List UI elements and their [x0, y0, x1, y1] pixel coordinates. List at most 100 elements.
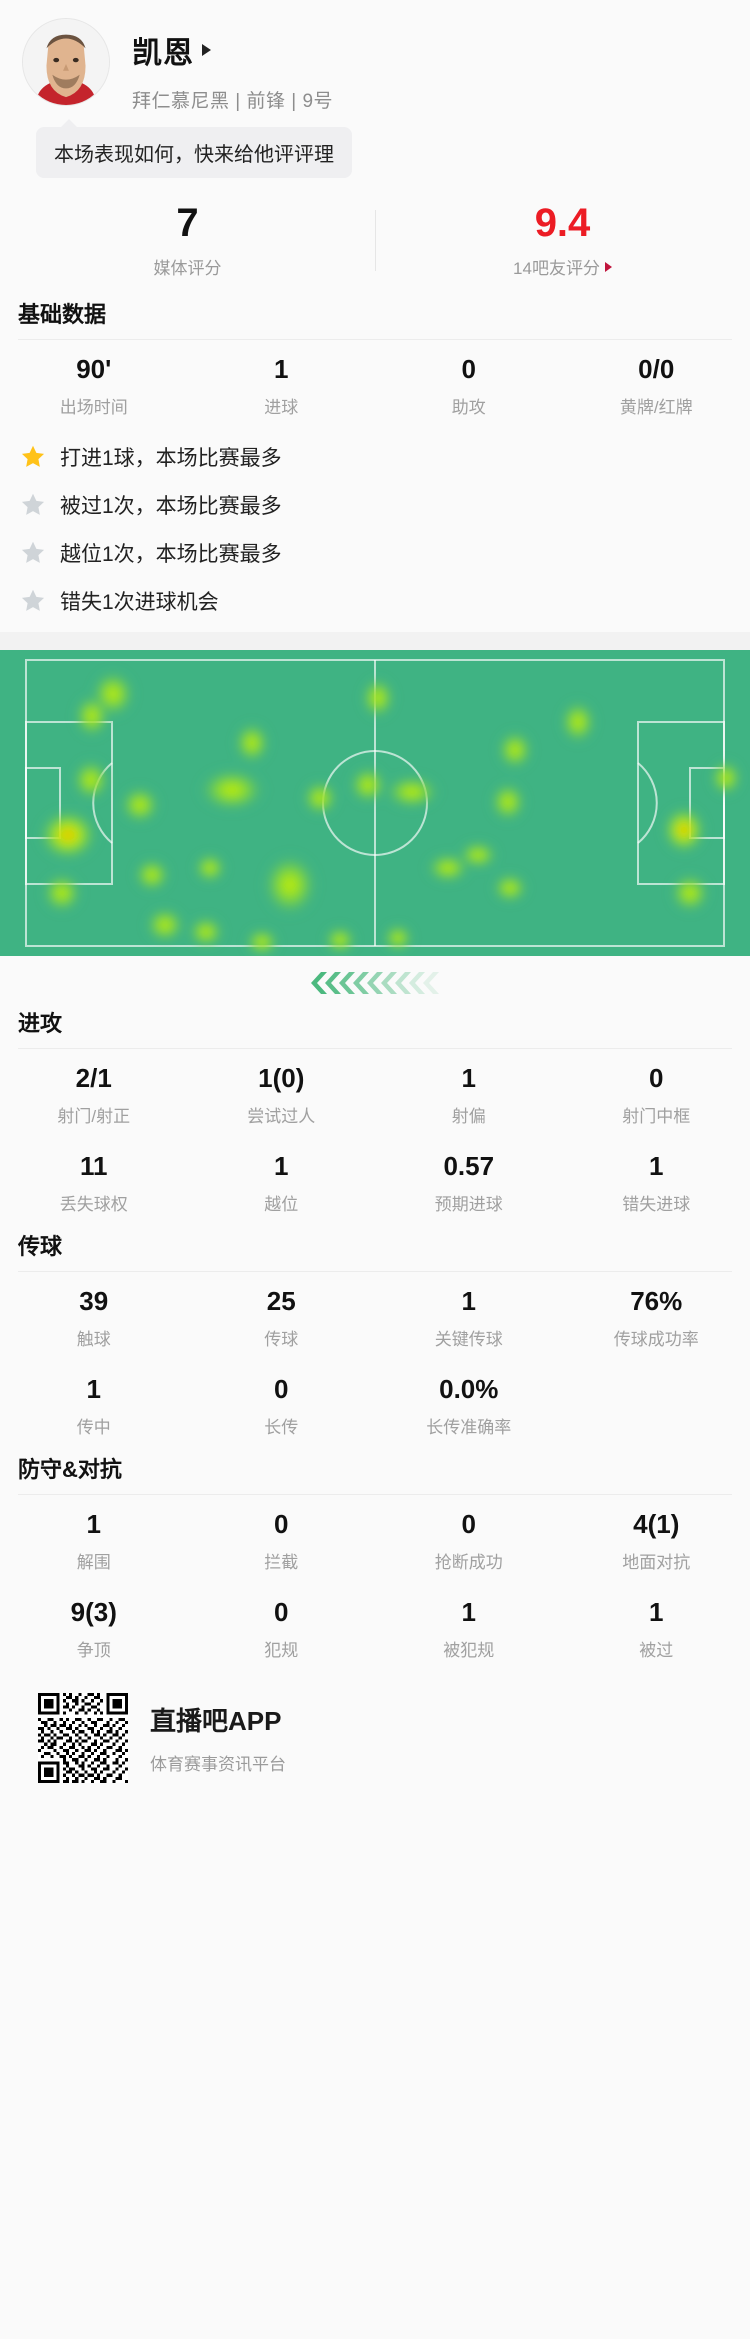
media-rating-label: 媒体评分 [0, 254, 375, 279]
stat-cell: 25 传球 [188, 1286, 376, 1350]
stat-cell: 9(3) 争顶 [0, 1597, 188, 1661]
stat-label: 助攻 [451, 398, 486, 417]
player-name-row[interactable]: 凯恩 [132, 28, 333, 72]
stat-cell: 11 丢失球权 [0, 1151, 188, 1215]
stat-row: 39 触球 25 传球 1 关键传球 76% 传球成功率 [0, 1272, 750, 1360]
stat-label: 黄牌/红牌 [619, 398, 693, 417]
qr-code-image [38, 1693, 128, 1783]
stat-label: 犯规 [264, 1641, 299, 1660]
attack-direction-arrows [0, 956, 750, 1002]
stat-cell: 0 助攻 [375, 354, 563, 418]
section-title-basic: 基础数据 [18, 302, 107, 327]
stat-cell: 1 解围 [0, 1509, 188, 1573]
stat-label: 传球成功率 [613, 1330, 699, 1349]
achievement-text: 被过1次，本场比赛最多 [60, 495, 282, 518]
stat-cell: 1 进球 [188, 354, 376, 418]
stat-cell: 2/1 射门/射正 [0, 1063, 188, 1127]
media-rating-cell: 7 媒体评分 [0, 202, 375, 279]
stat-label: 尝试过人 [247, 1107, 316, 1126]
stat-value: 0 [649, 1063, 664, 1093]
divider [18, 1271, 732, 1272]
stat-value: 0 [274, 1374, 289, 1404]
stat-row: 1 解围 0 拦截 0 抢断成功 4(1) 地面对抗 [0, 1495, 750, 1583]
stat-cell: 0.0% 长传准确率 [375, 1374, 563, 1438]
chevron-left-sequence-icon [311, 972, 439, 994]
stat-value: 1 [86, 1509, 101, 1539]
star-grey-icon [21, 589, 45, 611]
fan-rating-label-text: 14吧友评分 [513, 259, 600, 278]
stat-label: 射门/射正 [57, 1107, 131, 1126]
stat-value: 39 [79, 1286, 109, 1316]
section-title-passing: 传球 [18, 1234, 63, 1259]
stat-cell: 4(1) 地面对抗 [563, 1509, 750, 1573]
stat-row: 1 传中 0 长传 0.0% 长传准确率 [0, 1360, 750, 1448]
fan-rating-label[interactable]: 14吧友评分 [375, 254, 750, 279]
list-item: 被过1次，本场比赛最多 [20, 490, 750, 520]
stat-label: 丢失球权 [59, 1195, 128, 1214]
media-rating-value: 7 [176, 201, 199, 245]
rate-prompt-wrap: 本场表现如何，快来给他评评理 [0, 113, 750, 178]
stat-label: 射偏 [451, 1107, 486, 1126]
stat-cell: 1 被犯规 [375, 1597, 563, 1661]
fan-rating-cell[interactable]: 9.4 14吧友评分 [375, 202, 750, 279]
stat-cell: 1 传中 [0, 1374, 188, 1438]
page-title: 凯恩 [132, 37, 194, 70]
stat-label: 传中 [76, 1418, 111, 1437]
stat-cell-empty [563, 1374, 750, 1438]
brand-block: 直播吧APP 体育赛事资讯平台 [150, 1701, 286, 1775]
stat-value: 76% [630, 1286, 683, 1316]
list-item: 错失1次进球机会 [20, 586, 750, 616]
stat-cell: 0 射门中框 [563, 1063, 750, 1127]
fan-rating-value: 9.4 [534, 201, 591, 245]
section-gap [0, 632, 750, 650]
media-rating-label-text: 媒体评分 [153, 259, 222, 278]
stat-label: 关键传球 [434, 1330, 503, 1349]
stat-value: 0.57 [443, 1151, 495, 1181]
stat-label: 抢断成功 [434, 1553, 503, 1572]
player-header: 凯恩 拜仁慕尼黑 | 前锋 | 9号 [0, 0, 750, 113]
achievement-text: 打进1球，本场比赛最多 [60, 447, 282, 470]
stat-row: 2/1 射门/射正 1(0) 尝试过人 1 射偏 0 射门中框 [0, 1049, 750, 1137]
chevron-right-small-icon[interactable] [604, 261, 612, 272]
stat-label: 拦截 [264, 1553, 299, 1572]
stat-value: 25 [266, 1286, 296, 1316]
stat-label: 传球 [264, 1330, 299, 1349]
stat-cell: 1 越位 [188, 1151, 376, 1215]
stat-value: 1 [649, 1151, 664, 1181]
stat-value: 1 [461, 1597, 476, 1627]
stat-value: 4(1) [633, 1509, 680, 1539]
stat-label: 出场时间 [59, 398, 128, 417]
stat-label: 进球 [264, 398, 299, 417]
avatar[interactable] [22, 18, 110, 106]
rate-prompt-bubble[interactable]: 本场表现如何，快来给他评评理 [36, 119, 352, 178]
stat-cell: 76% 传球成功率 [563, 1286, 750, 1350]
stat-row: 9(3) 争顶 0 犯规 1 被犯规 1 被过 [0, 1583, 750, 1671]
achievement-text: 错失1次进球机会 [60, 591, 219, 614]
star-gold-icon [21, 445, 45, 467]
stat-value: 0 [461, 354, 476, 384]
stat-cell: 0 拦截 [188, 1509, 376, 1573]
stat-label: 被犯规 [443, 1641, 495, 1660]
qr-code-icon[interactable] [38, 1693, 128, 1783]
stat-label: 预期进球 [434, 1195, 503, 1214]
stat-value: 1 [274, 1151, 289, 1181]
app-footer: 直播吧APP 体育赛事资讯平台 [0, 1671, 750, 1801]
stat-label: 被过 [639, 1641, 674, 1660]
stat-label: 争顶 [76, 1641, 111, 1660]
stat-value: 1 [461, 1286, 476, 1316]
list-item: 打进1球，本场比赛最多 [20, 442, 750, 472]
app-name: 直播吧APP [150, 1706, 282, 1736]
stat-value: 1 [461, 1063, 476, 1093]
avatar-portrait-icon [23, 19, 109, 105]
stat-value: 1 [86, 1374, 101, 1404]
stat-cell: 1 射偏 [375, 1063, 563, 1127]
chevron-right-icon[interactable] [202, 44, 211, 56]
stat-cell: 0/0 黄牌/红牌 [563, 354, 750, 418]
player-identity: 凯恩 拜仁慕尼黑 | 前锋 | 9号 [132, 18, 333, 113]
stat-cell: 1 关键传球 [375, 1286, 563, 1350]
stat-cell: 1 被过 [563, 1597, 750, 1661]
heatmap-panel [0, 650, 750, 956]
stat-cell: 0 长传 [188, 1374, 376, 1438]
stat-cell: 1 错失进球 [563, 1151, 750, 1215]
stat-value: 0/0 [638, 354, 675, 384]
